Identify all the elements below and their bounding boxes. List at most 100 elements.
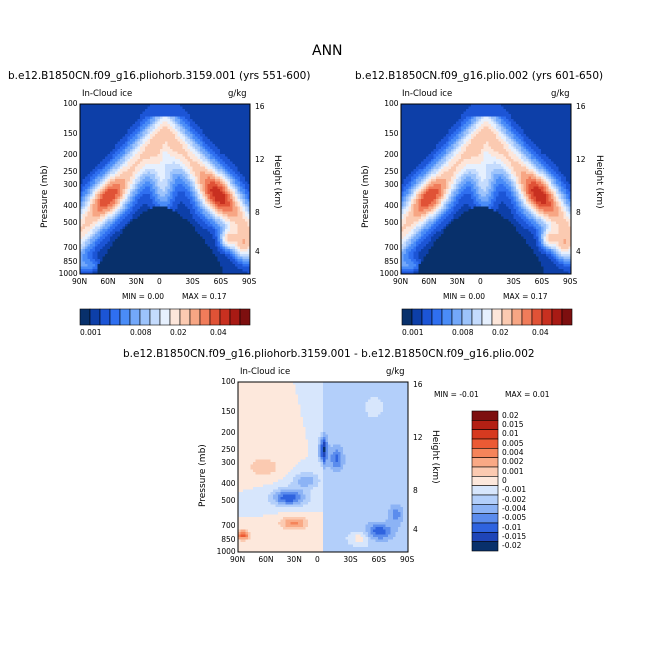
panel1-cell	[165, 201, 168, 205]
panel1-cell	[97, 189, 101, 192]
panel2-cell	[476, 106, 479, 110]
panel1-cell	[142, 116, 146, 120]
panel1-cell	[82, 104, 86, 107]
panel1-cell	[247, 199, 251, 202]
panel2-cell	[481, 109, 484, 112]
panel2-cell	[521, 109, 524, 112]
panel1-cell	[105, 119, 108, 122]
panel1-cell	[210, 139, 213, 142]
panel1-cell	[197, 141, 201, 145]
panel1-cell	[135, 181, 138, 185]
panel1-cell	[147, 136, 151, 140]
panel1-cell	[207, 246, 211, 250]
panel1-cell	[95, 104, 98, 107]
panel1-cell	[125, 186, 128, 190]
panel1-cell	[132, 121, 136, 125]
panel1-cell	[170, 261, 173, 265]
panel1-cell	[240, 206, 243, 210]
panel1-cell	[205, 129, 208, 132]
panel1-cell	[195, 246, 198, 250]
panel1-cell	[95, 224, 98, 227]
panel1-cell	[195, 174, 198, 177]
panel1-cell	[232, 136, 236, 140]
panel1-cell	[230, 236, 233, 240]
panel1-cell	[95, 166, 98, 170]
panel1-cell	[80, 236, 83, 240]
panel1-cell	[117, 136, 121, 140]
panel1-cell	[102, 226, 106, 230]
panel1-cell	[95, 154, 98, 157]
panel1-cell	[185, 219, 188, 222]
panel1-cell	[215, 166, 218, 170]
panel2-cell	[403, 109, 407, 112]
panel1-cell	[202, 269, 206, 272]
panel1-cell	[237, 204, 241, 207]
panel1-cell	[210, 259, 213, 262]
panel1-cell	[127, 146, 131, 150]
panel1-cell	[125, 164, 128, 167]
panel1-cell	[200, 181, 203, 185]
panel2-cell	[451, 114, 454, 117]
panel1-cell	[185, 114, 188, 117]
panel1-cell	[102, 266, 106, 270]
panel1-cell	[87, 119, 91, 122]
panel1-cell	[122, 159, 126, 162]
panel1-cell	[140, 109, 143, 112]
panel1-cell	[125, 109, 128, 112]
panel1-cell	[135, 119, 138, 122]
panel2-cell	[403, 104, 407, 107]
panel1-cell	[95, 221, 98, 225]
panel1-cell	[155, 229, 158, 232]
panel1-cell	[130, 229, 133, 232]
panel1-cell	[162, 184, 166, 187]
panel1-cell	[112, 249, 116, 252]
panel1-cell	[182, 171, 186, 175]
panel2-cell	[551, 106, 554, 110]
panel1-cell	[210, 199, 213, 202]
panel1-cell	[160, 129, 163, 132]
panel2-cell	[441, 109, 444, 112]
panel1-cell	[230, 161, 233, 165]
panel1-cell	[227, 209, 231, 212]
panel1-cell	[95, 199, 98, 202]
panel1-cell	[177, 239, 181, 242]
panel1-cell	[162, 126, 166, 130]
panel1-cell	[160, 159, 163, 162]
panel1-cell	[222, 261, 226, 265]
panel1-cell	[177, 141, 181, 145]
panel1-cell	[187, 196, 191, 200]
panel1-cell	[210, 149, 213, 152]
panel1-cell	[97, 171, 101, 175]
panel1-cell	[140, 191, 143, 195]
panel1-cell	[115, 181, 118, 185]
panel1-cell	[237, 184, 241, 187]
panel1-cell	[210, 129, 213, 132]
panel1-cell	[235, 149, 238, 152]
panel1-cell	[185, 239, 188, 242]
panel1-cell	[95, 159, 98, 162]
panel1-cell	[192, 134, 196, 137]
panel1-cell	[125, 156, 128, 160]
panel1-cell	[110, 171, 113, 175]
panel1-cell	[80, 194, 83, 197]
panel2-cell	[436, 109, 439, 112]
panel1-cell	[80, 264, 83, 267]
panel1-cell	[177, 219, 181, 222]
panel1-cell	[97, 136, 101, 140]
panel1-cell	[192, 179, 196, 182]
panel1-cell	[125, 246, 128, 250]
panel2-cell	[531, 109, 534, 112]
panel1-cell	[240, 109, 243, 112]
panel1-cell	[140, 221, 143, 225]
panel1-cell	[220, 256, 223, 260]
panel1-cell	[170, 224, 173, 227]
panel1-cell	[197, 226, 201, 230]
panel1-cell	[90, 239, 93, 242]
panel1-cell	[177, 204, 181, 207]
panel1-cell	[167, 224, 171, 227]
panel2-cell	[501, 114, 504, 117]
panel1-cell	[240, 231, 243, 235]
panel1-cell	[150, 209, 153, 212]
panel1-cell	[162, 189, 166, 192]
panel1-cell	[82, 124, 86, 127]
